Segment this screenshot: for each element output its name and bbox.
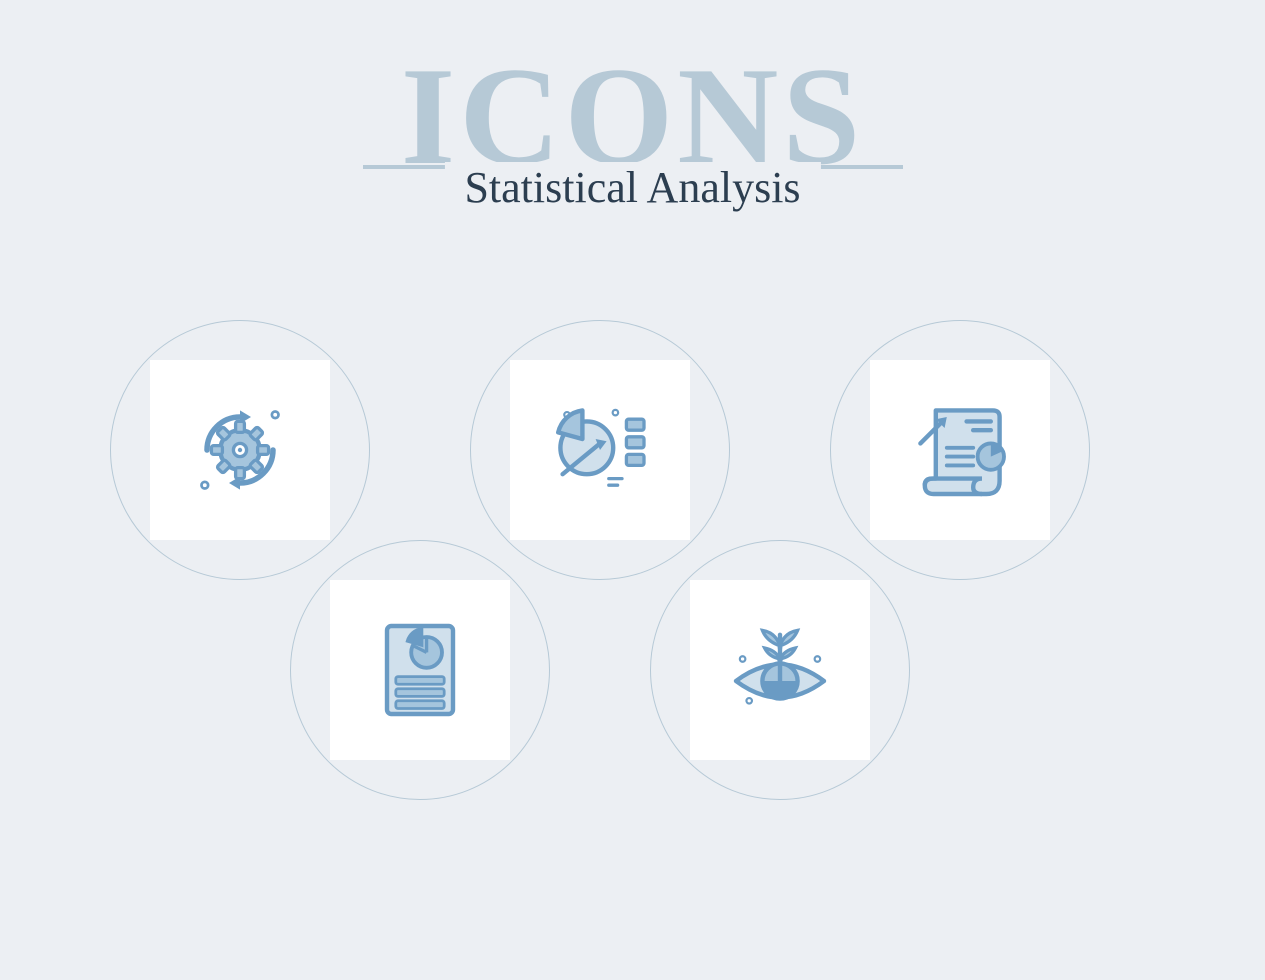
report-scroll-icon [905, 395, 1015, 505]
page-title: Statistical Analysis [444, 162, 820, 213]
icon-cell-5 [650, 540, 910, 800]
icon-card [510, 360, 690, 540]
icon-card [690, 580, 870, 760]
icon-grid [0, 320, 1265, 920]
icon-card [330, 580, 510, 760]
gear-process-icon [185, 395, 295, 505]
icon-cell-4 [290, 540, 550, 800]
clipboard-chart-icon [365, 615, 475, 725]
pie-chart-legend-icon [545, 395, 655, 505]
icon-card [150, 360, 330, 540]
eye-growth-icon [725, 615, 835, 725]
icon-card [870, 360, 1050, 540]
